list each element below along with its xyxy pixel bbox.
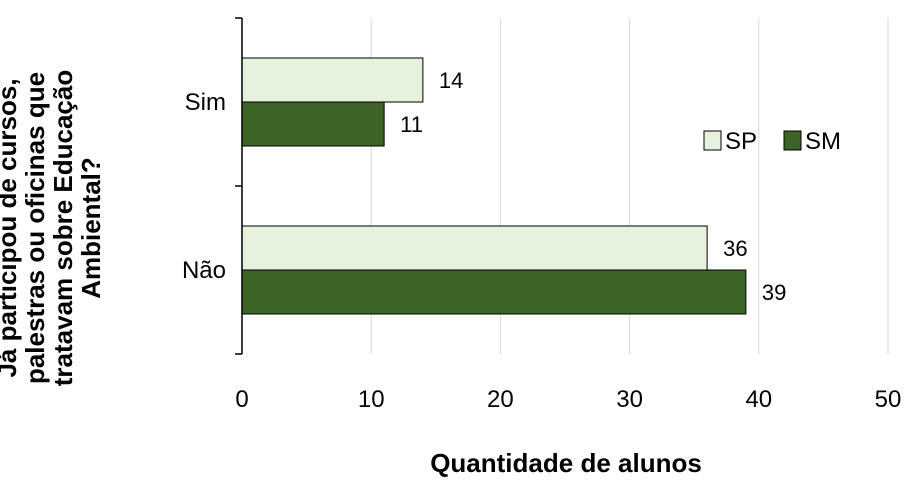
bar-sm — [241, 269, 747, 315]
axes-group — [235, 17, 243, 355]
x-axis-title: Quantidade de alunos — [430, 448, 702, 478]
y-axis-title-line: palestras ou oficinas que — [20, 72, 50, 384]
legend-swatch-sp — [703, 130, 722, 151]
y-axis-title-line: tratavam sobre Educação — [48, 70, 78, 386]
y-axis-title-line: Ambiental? — [76, 157, 106, 299]
bar-sp — [241, 57, 424, 103]
x-tick-label: 20 — [487, 386, 514, 413]
legend-label-sp: SP — [725, 128, 757, 155]
category-label: Sim — [185, 89, 226, 116]
category-label: Não — [182, 257, 226, 284]
labels-group: 0 10 20 30 40 50 Sim 14 11 Não 36 39 — [182, 68, 901, 413]
x-tick-label: 50 — [875, 386, 902, 413]
x-tick-label: 30 — [616, 386, 643, 413]
data-label: 36 — [723, 236, 747, 261]
y-axis-title: Já participou de cursos,palestras ou ofi… — [0, 70, 106, 386]
legend: SP SM — [703, 128, 841, 155]
legend-label-sm: SM — [805, 128, 841, 155]
bars-group — [241, 57, 747, 315]
x-tick-label: 10 — [358, 386, 385, 413]
legend-swatch-sm — [783, 130, 802, 151]
data-label: 11 — [400, 112, 423, 137]
x-tick-label: 0 — [235, 386, 248, 413]
data-label: 39 — [762, 280, 786, 305]
bar-sm — [241, 101, 385, 147]
bar-sp — [241, 225, 708, 271]
data-label: 14 — [439, 68, 463, 93]
x-tick-label: 40 — [745, 386, 772, 413]
y-axis-title-line: Já participou de cursos, — [0, 78, 22, 377]
